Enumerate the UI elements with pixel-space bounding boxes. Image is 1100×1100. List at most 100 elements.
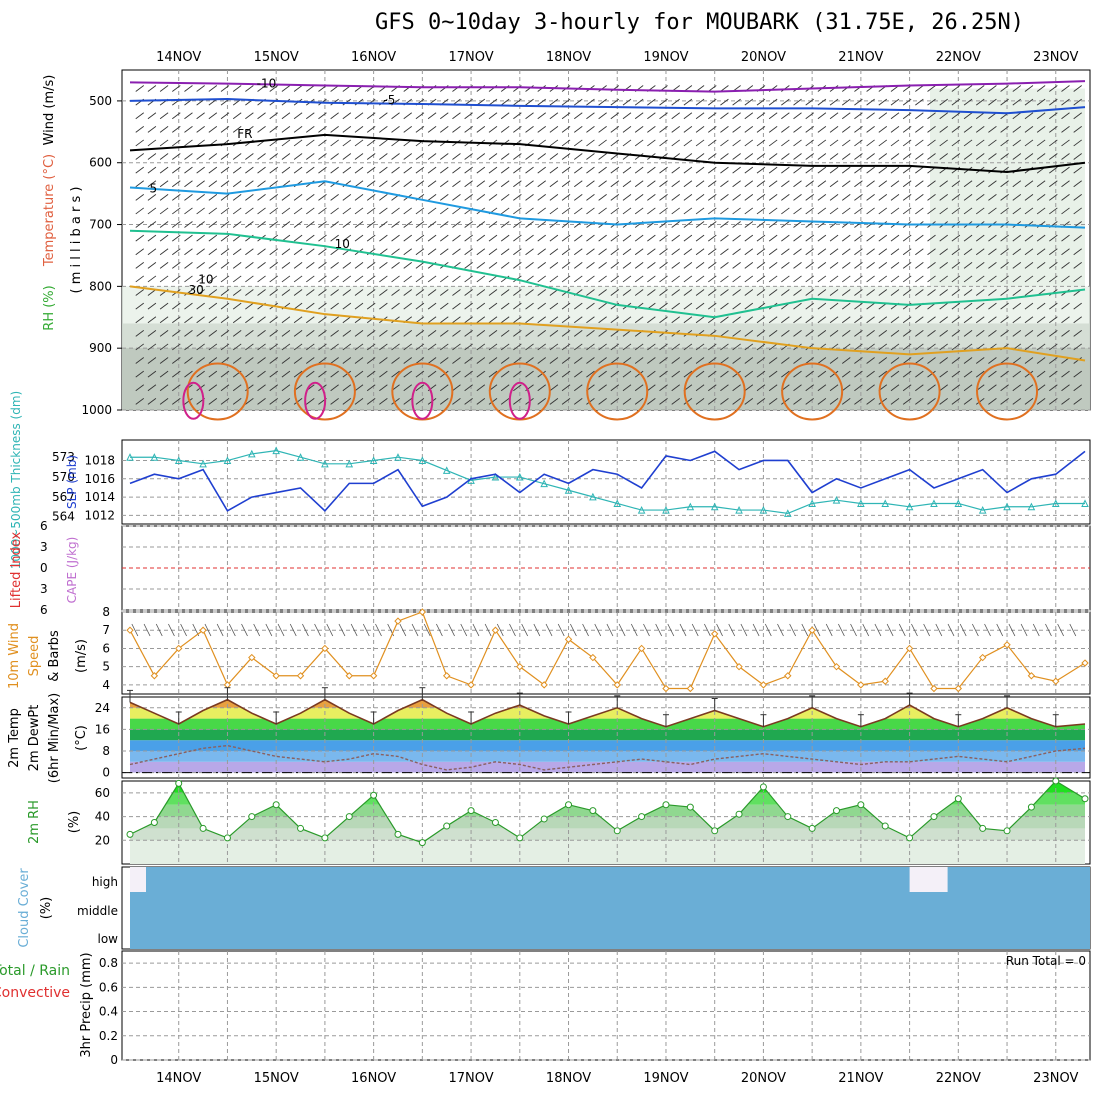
wind-barb — [768, 98, 778, 106]
wind-barb — [245, 329, 254, 337]
wind-barb — [841, 207, 851, 215]
thickness-point — [710, 502, 719, 511]
wind-barb — [963, 329, 973, 337]
wind-barb — [598, 193, 607, 201]
wind-barb — [1061, 180, 1070, 188]
wind-barb — [720, 180, 729, 188]
thickness-point — [808, 499, 816, 507]
wind-barb — [915, 153, 924, 160]
wind-barb — [159, 370, 169, 378]
wind-barb — [306, 234, 315, 242]
wind-barb — [196, 261, 205, 269]
wind-barb — [147, 343, 157, 351]
wind-barb — [208, 289, 218, 296]
wind-barb — [561, 343, 571, 351]
wind-barb — [720, 397, 729, 405]
wind-barb — [793, 139, 802, 147]
wind-barb — [610, 397, 620, 405]
wind-barb — [647, 261, 656, 269]
rh-point — [297, 824, 305, 832]
wind-barb — [1061, 275, 1070, 283]
wind-barb — [208, 329, 218, 337]
y-tick-precip: 0.4 — [99, 1005, 118, 1019]
wind-barb — [890, 261, 900, 269]
wind-barb — [354, 275, 364, 283]
wind-barb — [379, 125, 388, 133]
wind-barb — [318, 370, 327, 378]
wind-barb — [513, 193, 522, 201]
wind-barb — [1012, 316, 1022, 324]
wind-barb — [366, 207, 376, 215]
wind-barb — [744, 370, 754, 378]
wind-barb — [318, 275, 327, 283]
wind-barb — [1012, 370, 1022, 378]
wind-barb — [793, 261, 802, 269]
wind-barb — [561, 234, 571, 242]
wind-barb — [732, 329, 741, 337]
wind-barb — [1024, 193, 1034, 201]
wind-barb — [622, 139, 632, 147]
wind-barb — [208, 357, 218, 364]
wind-barb — [939, 85, 948, 92]
wind-barb — [720, 207, 729, 215]
wind-barb — [586, 234, 595, 242]
wind-barb — [440, 112, 449, 120]
hot-contour — [304, 381, 327, 420]
wind-barb — [634, 289, 644, 296]
wind-barb — [135, 193, 145, 201]
wind-barb — [805, 207, 814, 215]
wind-barb — [890, 112, 900, 120]
wind-barb — [549, 166, 559, 174]
wind-barb — [513, 261, 522, 269]
wind-barb — [537, 397, 546, 405]
wind-barb — [805, 166, 814, 174]
wind-barb — [1036, 193, 1046, 201]
wind-barb — [841, 125, 851, 133]
cloud-level-low: low — [98, 932, 119, 946]
wind-barb — [988, 193, 997, 201]
wind-barb — [695, 234, 705, 242]
wind-barb — [659, 261, 668, 269]
wind-barb — [659, 112, 668, 120]
wind-barb — [927, 357, 936, 364]
wind-barb — [549, 221, 559, 228]
wind-barb — [147, 112, 157, 120]
wind-barb — [391, 180, 400, 188]
wind-barb — [598, 289, 607, 296]
wind-barb — [415, 397, 425, 405]
wind-barb — [902, 329, 912, 337]
wind-barb — [147, 193, 157, 201]
wind-barb — [549, 329, 559, 337]
wind-barb — [293, 289, 303, 296]
wind10-point — [248, 653, 256, 662]
wind-barb — [403, 397, 412, 405]
wind-barb — [610, 112, 620, 120]
wind-barb — [927, 180, 936, 188]
wind-barb — [172, 139, 181, 147]
wind-barb — [707, 302, 717, 310]
wind-barb — [513, 180, 522, 188]
wind-barb — [659, 248, 668, 256]
wind-barb — [781, 370, 790, 378]
wind-barb — [488, 166, 498, 174]
label-upper_units: ( m i l l i b a r s ) — [69, 187, 84, 294]
wind-barb — [232, 193, 242, 201]
wind-barb — [513, 397, 522, 405]
wind-barb — [817, 139, 827, 147]
wind-barb — [671, 357, 680, 364]
wind-barb — [878, 370, 888, 378]
wind-barb — [245, 261, 254, 269]
wind-barb — [1036, 316, 1046, 324]
wind-barb — [549, 193, 559, 201]
wind-barb — [537, 234, 546, 242]
wind-barb — [854, 289, 863, 296]
cloud-level-high: high — [92, 875, 118, 889]
wind-barb — [147, 221, 157, 228]
wind-barb — [695, 397, 705, 405]
wind-barb — [768, 248, 778, 256]
label-precip_a: Total / Rain — [0, 963, 70, 979]
wind-barb — [415, 234, 425, 242]
wind-barb — [220, 98, 230, 106]
wind-barb — [208, 221, 218, 228]
wind-barb — [1061, 153, 1070, 160]
